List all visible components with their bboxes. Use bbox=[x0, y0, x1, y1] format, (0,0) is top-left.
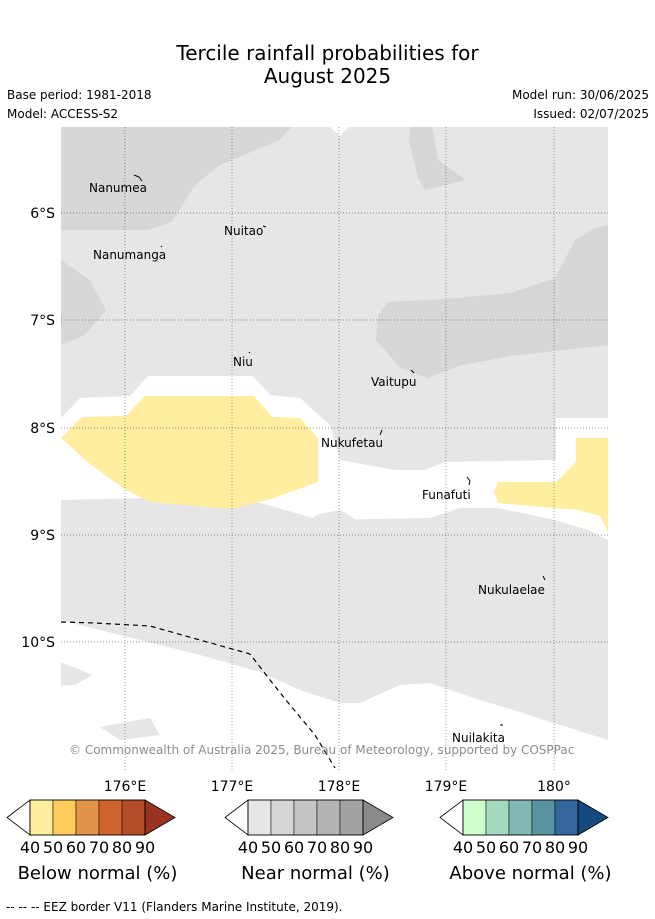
lon-label: 178°E bbox=[318, 779, 361, 795]
colorbar-frame bbox=[462, 799, 579, 836]
colorbar-title: Above normal (%) bbox=[449, 863, 611, 884]
lon-label: 176°E bbox=[104, 779, 147, 795]
lat-label: 10°S bbox=[21, 635, 55, 651]
colorbar-segment bbox=[462, 799, 487, 836]
colorbar-tick-label: 50 bbox=[43, 838, 63, 857]
island-label-vaitupu: Vaitupu bbox=[371, 375, 417, 389]
colorbar-segment bbox=[554, 799, 579, 836]
colorbar-segment bbox=[339, 799, 364, 836]
no-data-region bbox=[61, 718, 608, 772]
model-name: Model: ACCESS-S2 bbox=[7, 107, 119, 121]
island-outlines bbox=[133, 174, 546, 726]
colorbar-tick-label: 40 bbox=[238, 838, 258, 857]
eez-footnote: -- -- -- EEZ border V11 (Flanders Marine… bbox=[6, 900, 343, 914]
island-label-nanumea: Nanumea bbox=[89, 181, 147, 195]
colorbar-segment bbox=[508, 799, 533, 836]
legend-below-normal: 40 50 60 70 80 90 Below normal (%) bbox=[6, 799, 178, 884]
colorbar-tick-label: 50 bbox=[476, 838, 496, 857]
colorbar-segment bbox=[531, 799, 556, 836]
no-data-region bbox=[61, 620, 608, 772]
island-label-nuitao: Nuitao bbox=[224, 224, 263, 238]
issued-date: Issued: 02/07/2025 bbox=[533, 107, 649, 121]
island-label-nanumanga: Nanumanga bbox=[93, 248, 166, 262]
colorbar-tick-label: 60 bbox=[284, 838, 304, 857]
colorbar-tick-label: 70 bbox=[307, 838, 327, 857]
title-line-2: August 2025 bbox=[263, 64, 392, 88]
lon-label: 179°E bbox=[425, 779, 468, 795]
colorbar-extend-low bbox=[224, 799, 249, 836]
title-line-1: Tercile rainfall probabilities for bbox=[176, 41, 479, 65]
colorbar-tick-label: 50 bbox=[261, 838, 281, 857]
colorbar-tick-label: 70 bbox=[522, 838, 542, 857]
below-normal-40-region bbox=[494, 438, 608, 532]
lat-label: 6°S bbox=[30, 206, 55, 222]
no-data-region bbox=[330, 127, 348, 136]
lat-label: 7°S bbox=[30, 313, 55, 329]
colorbar-segment bbox=[316, 799, 341, 836]
colorbar-segment bbox=[247, 799, 272, 836]
colorbar-segment bbox=[270, 799, 295, 836]
colorbar-tick-label: 40 bbox=[20, 838, 40, 857]
colorbar-tick-label: 90 bbox=[135, 838, 155, 857]
colorbar-tick-label: 80 bbox=[330, 838, 350, 857]
near-normal-50-region bbox=[376, 225, 608, 378]
island-label-nukulaelae: Nukulaelae bbox=[478, 583, 545, 597]
near-normal-40-region bbox=[292, 510, 380, 625]
colorbar-tick-label: 60 bbox=[499, 838, 519, 857]
colorbar-tick-label: 80 bbox=[545, 838, 565, 857]
near-normal-50-region bbox=[61, 127, 291, 230]
near-normal-50-region bbox=[409, 127, 466, 190]
copyright-notice: © Commonwealth of Australia 2025, Bureau… bbox=[69, 743, 574, 757]
legend-near-normal: 40 50 60 70 80 90 Near normal (%) bbox=[224, 799, 394, 884]
colorbar-segment bbox=[98, 799, 123, 836]
forecast-map: Nanumea Nuitao Nanumanga Niu Vaitupu Nuk… bbox=[6, 127, 612, 884]
colorbar-tick-label: 60 bbox=[66, 838, 86, 857]
colorbar-segment bbox=[75, 799, 100, 836]
lon-label: 177°E bbox=[211, 779, 254, 795]
colorbar-extend-high bbox=[362, 799, 394, 836]
graticule bbox=[61, 127, 608, 772]
colorbar-tick-label: 90 bbox=[568, 838, 588, 857]
colorbar-tick-label: 80 bbox=[112, 838, 132, 857]
colorbar-frame bbox=[247, 799, 364, 836]
colorbar-extend-low bbox=[6, 799, 31, 836]
colorbar-tick-label: 90 bbox=[353, 838, 373, 857]
colorbar-title: Below normal (%) bbox=[18, 863, 178, 884]
near-normal-40-region bbox=[100, 718, 160, 740]
island-label-niu: Niu bbox=[233, 355, 253, 369]
lat-label: 8°S bbox=[30, 421, 55, 437]
colorbar-segment bbox=[293, 799, 318, 836]
lat-label: 9°S bbox=[30, 528, 55, 544]
colorbar-segment bbox=[29, 799, 54, 836]
colorbar-tick-label: 40 bbox=[453, 838, 473, 857]
near-normal-50-region bbox=[61, 260, 106, 345]
legend-above-normal: 40 50 60 70 80 90 Above normal (%) bbox=[439, 799, 612, 884]
model-run: Model run: 30/06/2025 bbox=[511, 88, 649, 102]
colorbar-segment bbox=[121, 799, 146, 836]
island-label-nuilakita: Nuilakita bbox=[452, 731, 505, 745]
base-period: Base period: 1981-2018 bbox=[7, 88, 152, 102]
colorbar-title: Near normal (%) bbox=[241, 863, 390, 884]
colorbar-extend-low bbox=[439, 799, 464, 836]
lon-label: 180° bbox=[537, 779, 571, 795]
colorbar-segment bbox=[52, 799, 77, 836]
island-label-funafuti: Funafuti bbox=[422, 488, 471, 502]
near-normal-40-region bbox=[61, 662, 92, 686]
colorbar-tick-label: 70 bbox=[89, 838, 109, 857]
colorbar-segment bbox=[485, 799, 510, 836]
eez-border bbox=[61, 621, 336, 769]
colorbar-frame bbox=[29, 799, 146, 836]
colorbar-extend-high bbox=[144, 799, 176, 836]
map-area: Nanumea Nuitao Nanumanga Niu Vaitupu Nuk… bbox=[61, 127, 608, 772]
island-label-nukufetau: Nukufetau bbox=[321, 436, 383, 450]
colorbar-extend-high bbox=[577, 799, 609, 836]
